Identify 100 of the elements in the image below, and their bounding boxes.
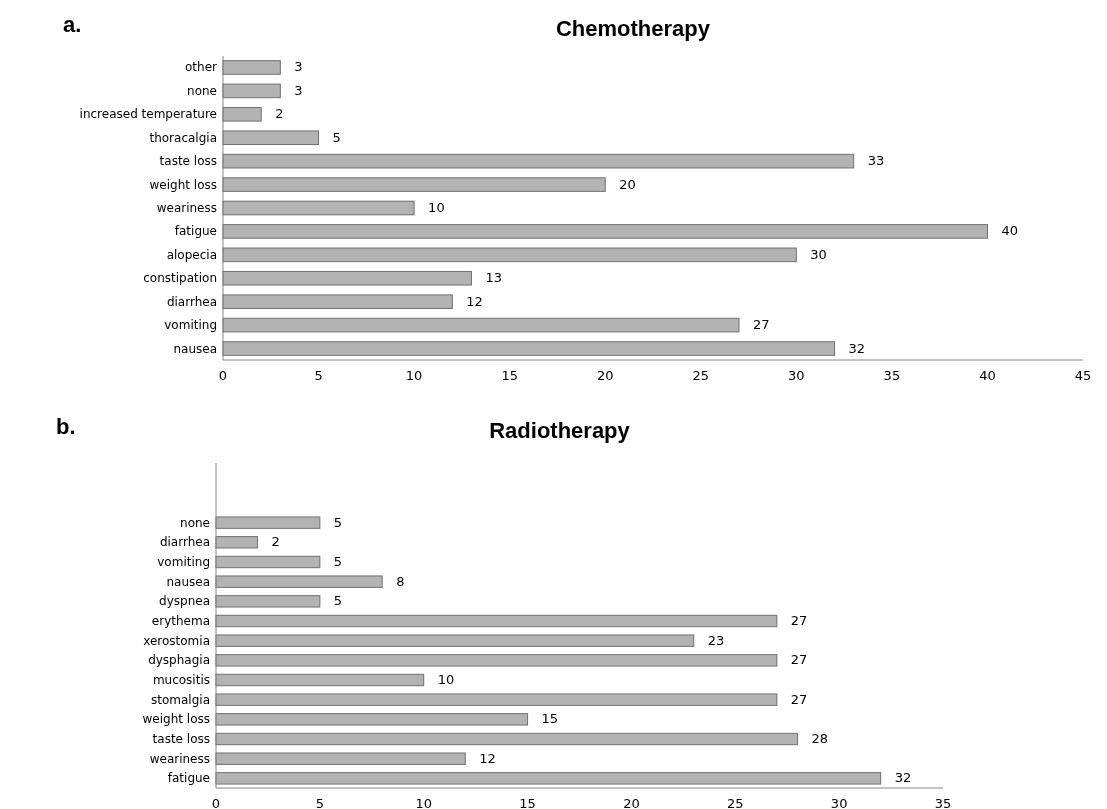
bar [222,177,606,192]
data-label: 15 [541,711,559,727]
y-tick-label: increased temperature [79,107,217,122]
bar [222,107,262,122]
y-tick-label: nausea [166,574,210,589]
bar [215,772,882,785]
data-label: 2 [275,106,284,122]
x-tick-label: 5 [314,368,323,383]
bar [215,595,321,608]
x-tick-label: 35 [883,368,901,383]
data-label: 8 [396,573,405,589]
bar [215,634,695,647]
x-tick-label: 15 [519,796,536,809]
data-label: 27 [790,691,808,707]
bar [222,341,836,356]
data-label: 3 [294,82,303,98]
y-tick-label: vomiting [164,318,217,333]
bar [222,294,453,309]
data-label: 27 [790,612,808,628]
chart-title: Chemotherapy [555,16,711,41]
data-label: 5 [332,129,341,145]
x-tick-label: 15 [501,368,518,383]
chart-title: Radiotherapy [489,418,631,443]
bar [215,654,778,667]
bar [222,153,855,169]
text: b. [56,414,76,439]
bar [215,575,383,588]
y-tick-label: thoracalgia [149,130,217,145]
y-tick-label: dysphagia [148,653,210,668]
data-label: 5 [333,514,343,530]
bar [222,317,740,333]
y-tick-label: nausea [173,341,217,356]
bar [215,693,778,706]
y-tick-label: taste loss [159,154,217,169]
data-label: 12 [479,750,496,766]
bar [215,713,529,726]
y-tick-label: none [187,83,217,98]
y-tick-label: diarrhea [166,294,217,309]
y-tick-label: fatigue [174,224,217,239]
bar [222,130,320,146]
x-tick-label: 40 [979,368,996,383]
data-label: 5 [333,593,343,609]
x-tick-label: 25 [727,796,744,809]
bar [222,60,281,75]
bar [222,83,281,99]
bar [215,536,259,549]
text: a. [63,12,82,37]
y-tick-label: other [185,60,218,75]
data-label: 27 [753,317,770,333]
y-tick-label: stomalgia [151,692,210,707]
x-tick-label: 10 [405,368,423,383]
bar [222,224,988,239]
x-tick-label: 25 [692,368,710,383]
bar [222,247,797,263]
x-tick-label: 20 [623,796,640,809]
data-label: 28 [811,731,829,747]
y-tick-label: weight loss [149,177,217,192]
data-label: 12 [466,293,483,309]
x-tick-label: 10 [415,796,432,809]
bar [215,555,321,569]
x-tick-label: 45 [1074,368,1092,383]
y-tick-label: alopecia [166,247,217,262]
data-label: 33 [867,153,885,169]
bar [215,732,799,746]
y-tick-label: weariness [156,201,217,215]
data-label: 40 [1001,223,1018,239]
x-tick-label: 30 [788,368,805,383]
x-tick-label: 0 [211,796,221,809]
y-tick-label: erythema [151,613,210,628]
y-tick-label: vomiting [157,554,210,569]
x-tick-label: 30 [830,796,848,809]
bar [215,752,466,765]
data-label: 27 [790,652,808,668]
x-tick-label: 20 [596,368,614,383]
y-tick-label: fatigue [167,771,210,786]
data-label: 13 [485,270,502,286]
x-tick-label: 0 [218,368,228,383]
data-label: 32 [894,770,912,786]
x-tick-label: 5 [315,796,324,809]
data-label: 30 [810,246,827,262]
bar [215,614,778,628]
y-tick-label: dyspnea [159,594,210,609]
y-tick-label: weight loss [142,712,210,727]
data-label: 10 [437,672,455,688]
y-tick-label: xerostomia [143,633,210,648]
y-tick-label: none [180,515,210,530]
data-label: 10 [428,200,445,215]
data-label: 3 [294,59,303,75]
bar [222,270,472,286]
data-label: 23 [707,632,725,648]
y-tick-label: constipation [143,271,217,286]
data-label: 5 [333,553,343,569]
bar [222,200,415,216]
y-tick-label: mucositis [152,673,210,688]
y-tick-label: diarrhea [159,535,210,550]
data-label: 2 [271,534,280,550]
x-tick-label: 35 [934,796,952,809]
bar [215,516,321,529]
data-label: 20 [619,176,636,192]
y-tick-label: taste loss [152,732,210,747]
